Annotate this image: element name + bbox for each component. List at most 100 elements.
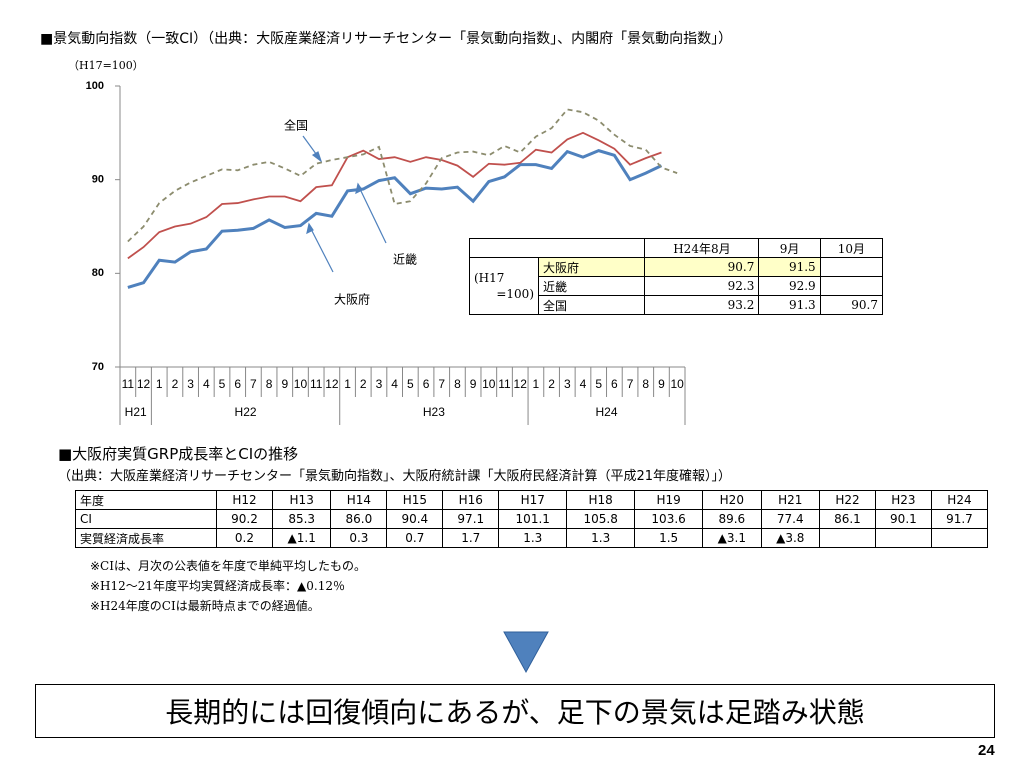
cell: 90.2 [216, 509, 273, 529]
value-cell: 92.9 [758, 276, 821, 296]
header-cell: H22 [818, 490, 876, 510]
value-cell: 91.3 [758, 295, 821, 315]
x-tick-label: 9 [658, 377, 665, 391]
header-cell: H14 [330, 490, 388, 510]
header-cell: H16 [442, 490, 500, 510]
cell: ▲1.1 [271, 528, 332, 548]
cell: ▲3.1 [702, 528, 762, 548]
note: ※H12～21年度平均実質経済成長率：▲0.12％ [90, 579, 346, 593]
value-cell: 93.2 [644, 295, 760, 315]
cell: 89.6 [702, 509, 762, 529]
arrow-head [306, 222, 314, 235]
x-tick-label: 1 [156, 377, 163, 391]
x-tick-label: 11 [122, 377, 135, 391]
header-cell: 9月 [758, 238, 821, 258]
header-cell: H24 [930, 490, 989, 510]
x-tick-label: 10 [670, 377, 684, 391]
x-tick-label: 5 [595, 377, 602, 391]
table-row: (H17 =100) 大阪府 90.7 91.5 [469, 257, 884, 315]
year-label: H21 [125, 405, 147, 419]
x-tick-label: 2 [360, 377, 367, 391]
cell: 77.4 [760, 509, 820, 529]
arrow [310, 228, 334, 273]
cell: 0.2 [216, 528, 273, 548]
x-tick-label: 11 [310, 377, 323, 391]
header-row: 年度 H12 H13 H14 H15 H16 H17 H18 H19 H20 H21 H22 H23 H2… [75, 490, 989, 510]
x-tick-label: 3 [376, 377, 383, 391]
conclusion: 長期的には回復傾向にあるが、足下の景気は足踏み状態 [165, 696, 865, 729]
cell: 86.1 [818, 509, 876, 529]
row-name: 全国 [537, 295, 646, 315]
corner-cell [468, 238, 646, 258]
cell: 1.3 [498, 528, 568, 548]
header-cell: H19 [634, 490, 704, 510]
x-tick-label: 7 [627, 377, 634, 391]
x-tick-label: 1 [344, 377, 351, 391]
header-cell: H23 [874, 490, 932, 510]
cell: 1.3 [566, 528, 636, 548]
cell: 1.7 [442, 528, 500, 548]
x-tick-label: 4 [580, 377, 587, 391]
cell: ▲3.8 [760, 528, 820, 548]
value-cell: 92.3 [644, 276, 760, 296]
inset-table: H24年8月 9月 10月 (H17 =100) 大阪府 90.7 91.5 近畿 92.3 92.… [468, 238, 884, 315]
notes: ※CIは、月次の公表値を年度で単純平均したもの。 ※H12～21年度平均実質経済成… [90, 556, 366, 616]
cell [874, 528, 932, 548]
x-tick-label: 7 [250, 377, 257, 391]
x-tick-label: 1 [533, 377, 540, 391]
x-tick-label: 4 [203, 377, 210, 391]
cell: 90.4 [386, 509, 444, 529]
header-cell: H20 [702, 490, 762, 510]
section-title: ■大阪府実質GRP成長率とCIの推移 [58, 445, 299, 463]
x-tick-label: 4 [391, 377, 398, 391]
x-tick-label: 12 [514, 377, 528, 391]
value-cell [819, 257, 884, 277]
x-tick-label: 8 [266, 377, 273, 391]
value-cell: 90.7 [819, 295, 884, 315]
x-tick-label: 5 [407, 377, 414, 391]
x-tick-label: 2 [548, 377, 555, 391]
arrow-head [311, 151, 323, 163]
cell: 90.1 [874, 509, 932, 529]
value-cell [819, 276, 884, 296]
table-row: 実質経済成長率 0.2 ▲1.1 0.3 0.7 1.7 1.3 1.3 1.5 ▲3.1 ▲3.8 [75, 528, 989, 548]
header-cell: 年度 [75, 490, 217, 510]
header-cell: H24年8月 [644, 238, 760, 258]
x-tick-label: 9 [281, 377, 288, 391]
cell: 101.1 [498, 509, 568, 529]
header-row: H24年8月 9月 10月 [468, 238, 884, 258]
cell: 実質経済成長率 [75, 528, 217, 548]
x-tick-label: 5 [219, 377, 226, 391]
page-number: 24 [978, 742, 995, 759]
x-tick-label: 12 [325, 377, 339, 391]
annotation: 近畿 [393, 253, 417, 267]
x-tick-label: 11 [498, 377, 511, 391]
cell: 0.7 [386, 528, 444, 548]
cell: 1.5 [634, 528, 704, 548]
x-tick-label: 9 [470, 377, 477, 391]
row-name: 近畿 [537, 276, 646, 296]
cell [818, 528, 876, 548]
annotation: 全国 [284, 118, 308, 133]
x-tick-label: 10 [294, 377, 308, 391]
note: ※H24年度のCIは最新時点までの経過値。 [90, 599, 320, 613]
year-label: H23 [423, 405, 445, 419]
x-tick-label: 3 [187, 377, 194, 391]
header-cell: H13 [271, 490, 332, 510]
y-tick-label: 80 [92, 267, 104, 279]
x-tick-label: 2 [172, 377, 179, 391]
value-cell: 91.5 [758, 257, 821, 277]
x-tick-label: 6 [611, 377, 618, 391]
cell: 97.1 [442, 509, 500, 529]
annotation-arrows [302, 135, 387, 273]
header-cell: H12 [216, 490, 273, 510]
cell [930, 528, 989, 548]
year-label: H24 [596, 405, 618, 419]
cell: 0.3 [330, 528, 388, 548]
x-tick-label: 3 [564, 377, 571, 391]
cell: 105.8 [566, 509, 636, 529]
cell: CI [75, 509, 217, 529]
y-axis-label: （H17=100） [68, 59, 144, 72]
year-label: H22 [235, 405, 257, 419]
